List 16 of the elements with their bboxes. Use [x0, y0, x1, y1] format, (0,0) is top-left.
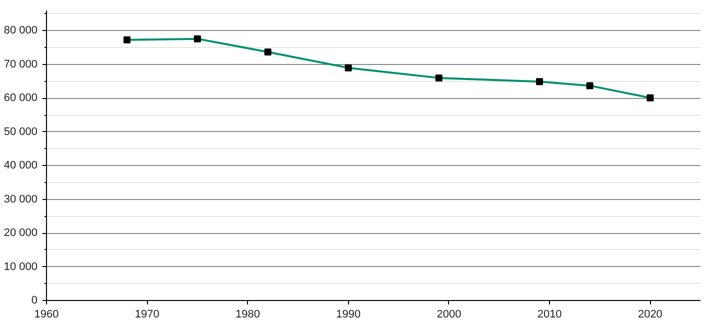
x-tick-label: 2000 [436, 308, 462, 320]
y-tick-label: 50 000 [4, 126, 38, 138]
y-tick-label: 10 000 [4, 260, 38, 273]
y-tick-label: 80 000 [4, 24, 38, 37]
y-tick-label: 40 000 [4, 160, 38, 172]
y-tick-label: 30 000 [4, 193, 38, 206]
x-tick-label: 1960 [34, 308, 59, 320]
x-tick-label: 2020 [638, 308, 662, 320]
x-tick-label: 1970 [134, 308, 160, 320]
y-tick-label: 70 000 [4, 58, 38, 70]
y-tick-label: 20 000 [4, 227, 38, 240]
y-tick-label: 0 [31, 294, 38, 306]
y-tick-label: 60 000 [4, 92, 38, 104]
x-tick-label: 1990 [336, 308, 361, 320]
x-tick-label: 1980 [235, 308, 260, 320]
x-tick-label: 2010 [537, 308, 562, 320]
